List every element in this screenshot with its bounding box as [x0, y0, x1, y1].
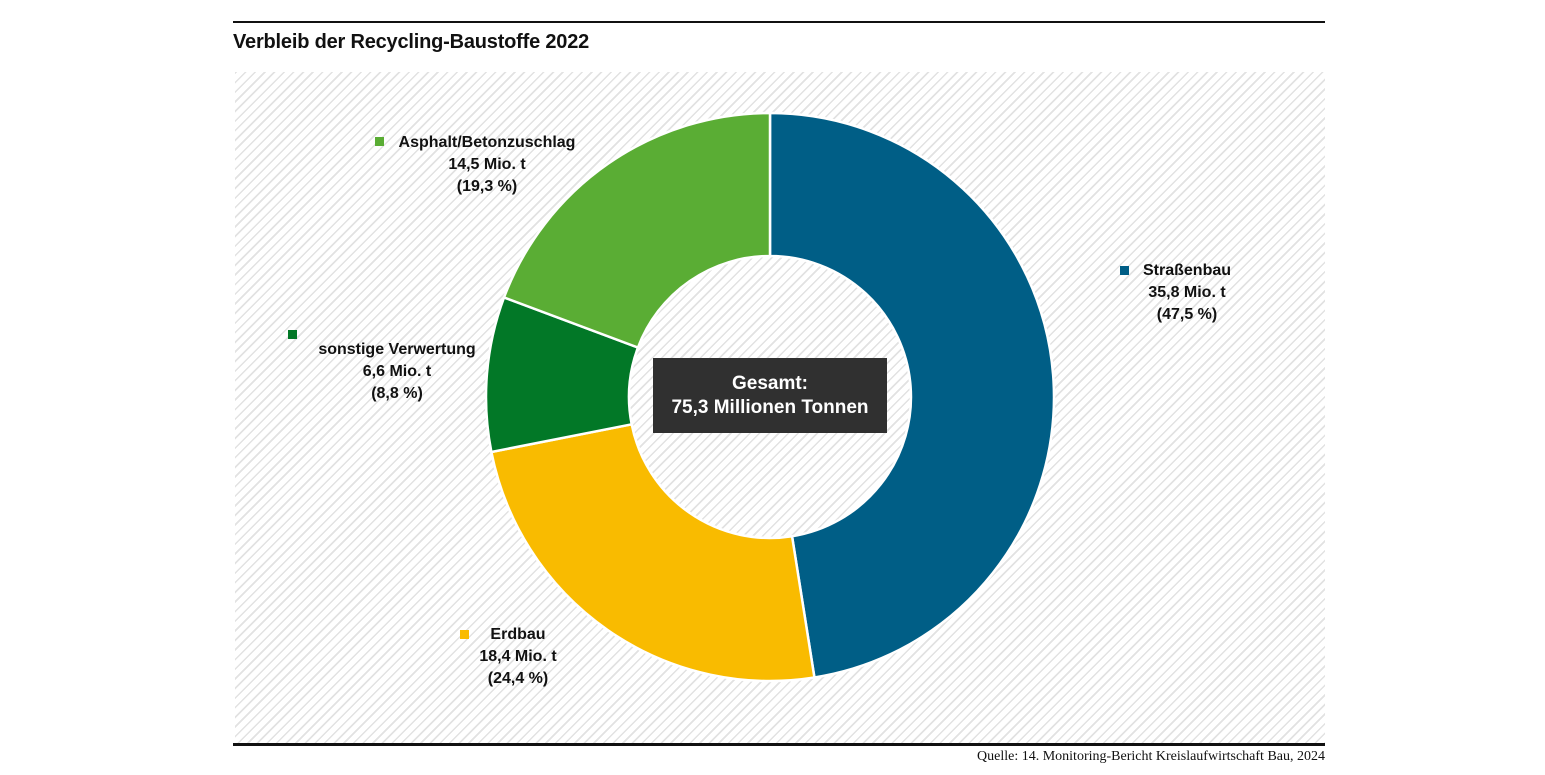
bottom-rule [233, 743, 1325, 746]
donut-segment-asphalt-betonzuschlag [502, 111, 772, 349]
slice-name: Erdbau [490, 626, 546, 643]
slice-label-erdbau: Erdbau 18,4 Mio. t (24,4 %) [479, 624, 556, 690]
slice-name: Asphalt/Betonzuschlag [398, 134, 576, 151]
slice-label-strassenbau: Straßenbau 35,8 Mio. t (47,5 %) [1143, 260, 1231, 326]
donut-segment-erdbau [490, 423, 816, 683]
legend-marker-erdbau [460, 630, 469, 639]
slice-amount: 6,6 Mio. t [362, 363, 432, 380]
total-callout-line1: Gesamt: [731, 372, 809, 394]
donut-chart [484, 111, 1056, 683]
slice-label-asphalt-betonzuschlag: Asphalt/Betonzuschlag 14,5 Mio. t (19,3 … [399, 132, 576, 198]
legend-marker-asphalt-betonzuschlag [375, 137, 384, 146]
donut-segment-strassenbau [768, 111, 1056, 679]
slice-percent: (47,5 %) [1156, 306, 1218, 323]
donut-chart-area: Straßenbau 35,8 Mio. t (47,5 %) Erdbau 1… [235, 72, 1325, 743]
top-rule [233, 21, 1325, 23]
slice-amount: 18,4 Mio. t [479, 648, 557, 665]
slice-name: sonstige Verwertung [318, 341, 476, 358]
chart-title: Verbleib der Recycling-Baustoffe 2022 [233, 31, 590, 53]
total-callout-line2: 75,3 Millionen Tonnen [671, 396, 869, 418]
source-attribution: Quelle: 14. Monitoring-Bericht Kreislauf… [977, 749, 1325, 764]
legend-marker-sonstige-verwertung [288, 330, 297, 339]
slice-percent: (19,3 %) [456, 178, 518, 195]
legend-marker-strassenbau [1120, 266, 1129, 275]
slice-name: Straßenbau [1142, 262, 1232, 279]
total-callout-box: Gesamt: 75,3 Millionen Tonnen [653, 358, 887, 433]
slice-amount: 35,8 Mio. t [1148, 284, 1226, 301]
slice-percent: (24,4 %) [487, 670, 549, 687]
slice-amount: 14,5 Mio. t [448, 156, 526, 173]
slice-label-sonstige-verwertung: sonstige Verwertung 6,6 Mio. t (8,8 %) [318, 339, 475, 405]
slice-percent: (8,8 %) [371, 385, 423, 402]
